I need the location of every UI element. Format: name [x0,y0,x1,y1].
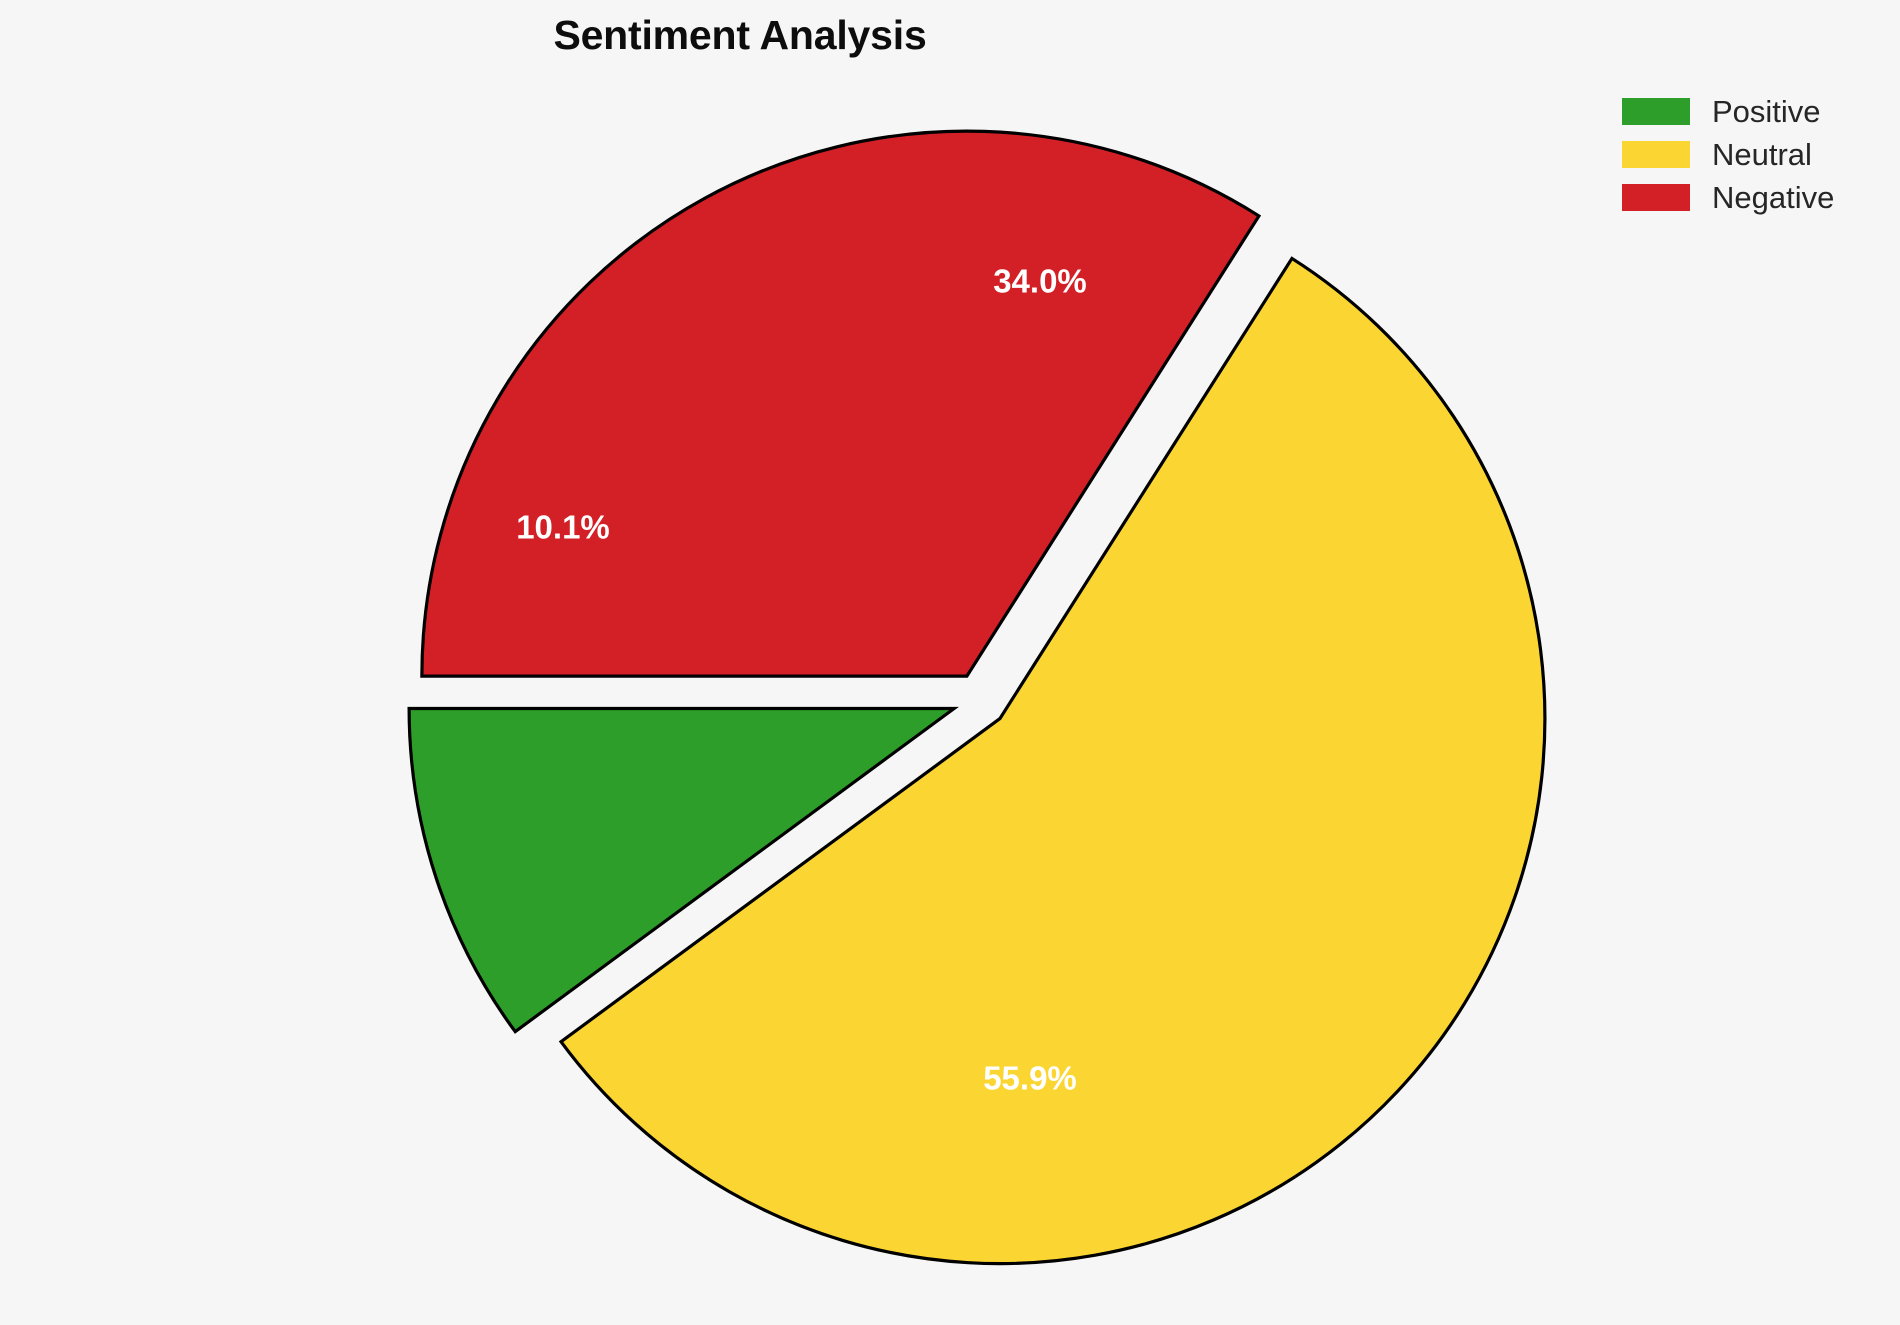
legend-label-positive: Positive [1712,94,1821,129]
legend-swatch-negative [1622,184,1690,211]
legend-label-negative: Negative [1712,180,1835,215]
legend-swatch-neutral [1622,141,1690,168]
pie-slice-negative[interactable] [420,129,1262,678]
pie-slice-label-positive: 10.1% [516,509,610,546]
pie-slice-label-group: 10.1% 55.9% 34.0% [516,263,1087,1097]
legend-swatch-positive [1622,98,1690,125]
chart-legend: Positive Neutral Negative [1622,90,1882,219]
legend-item-neutral[interactable]: Neutral [1622,133,1882,176]
legend-item-positive[interactable]: Positive [1622,90,1882,133]
pie-slice-label-negative: 34.0% [993,263,1087,300]
pie-slice-label-neutral: 55.9% [983,1060,1077,1097]
pie-slice-neutral[interactable] [558,256,1547,1266]
legend-label-neutral: Neutral [1712,137,1812,172]
legend-item-negative[interactable]: Negative [1622,176,1882,219]
chart-title: Sentiment Analysis [553,12,927,58]
pie-slice-positive[interactable] [407,706,959,1034]
pie-wedge-group [407,129,1547,1266]
